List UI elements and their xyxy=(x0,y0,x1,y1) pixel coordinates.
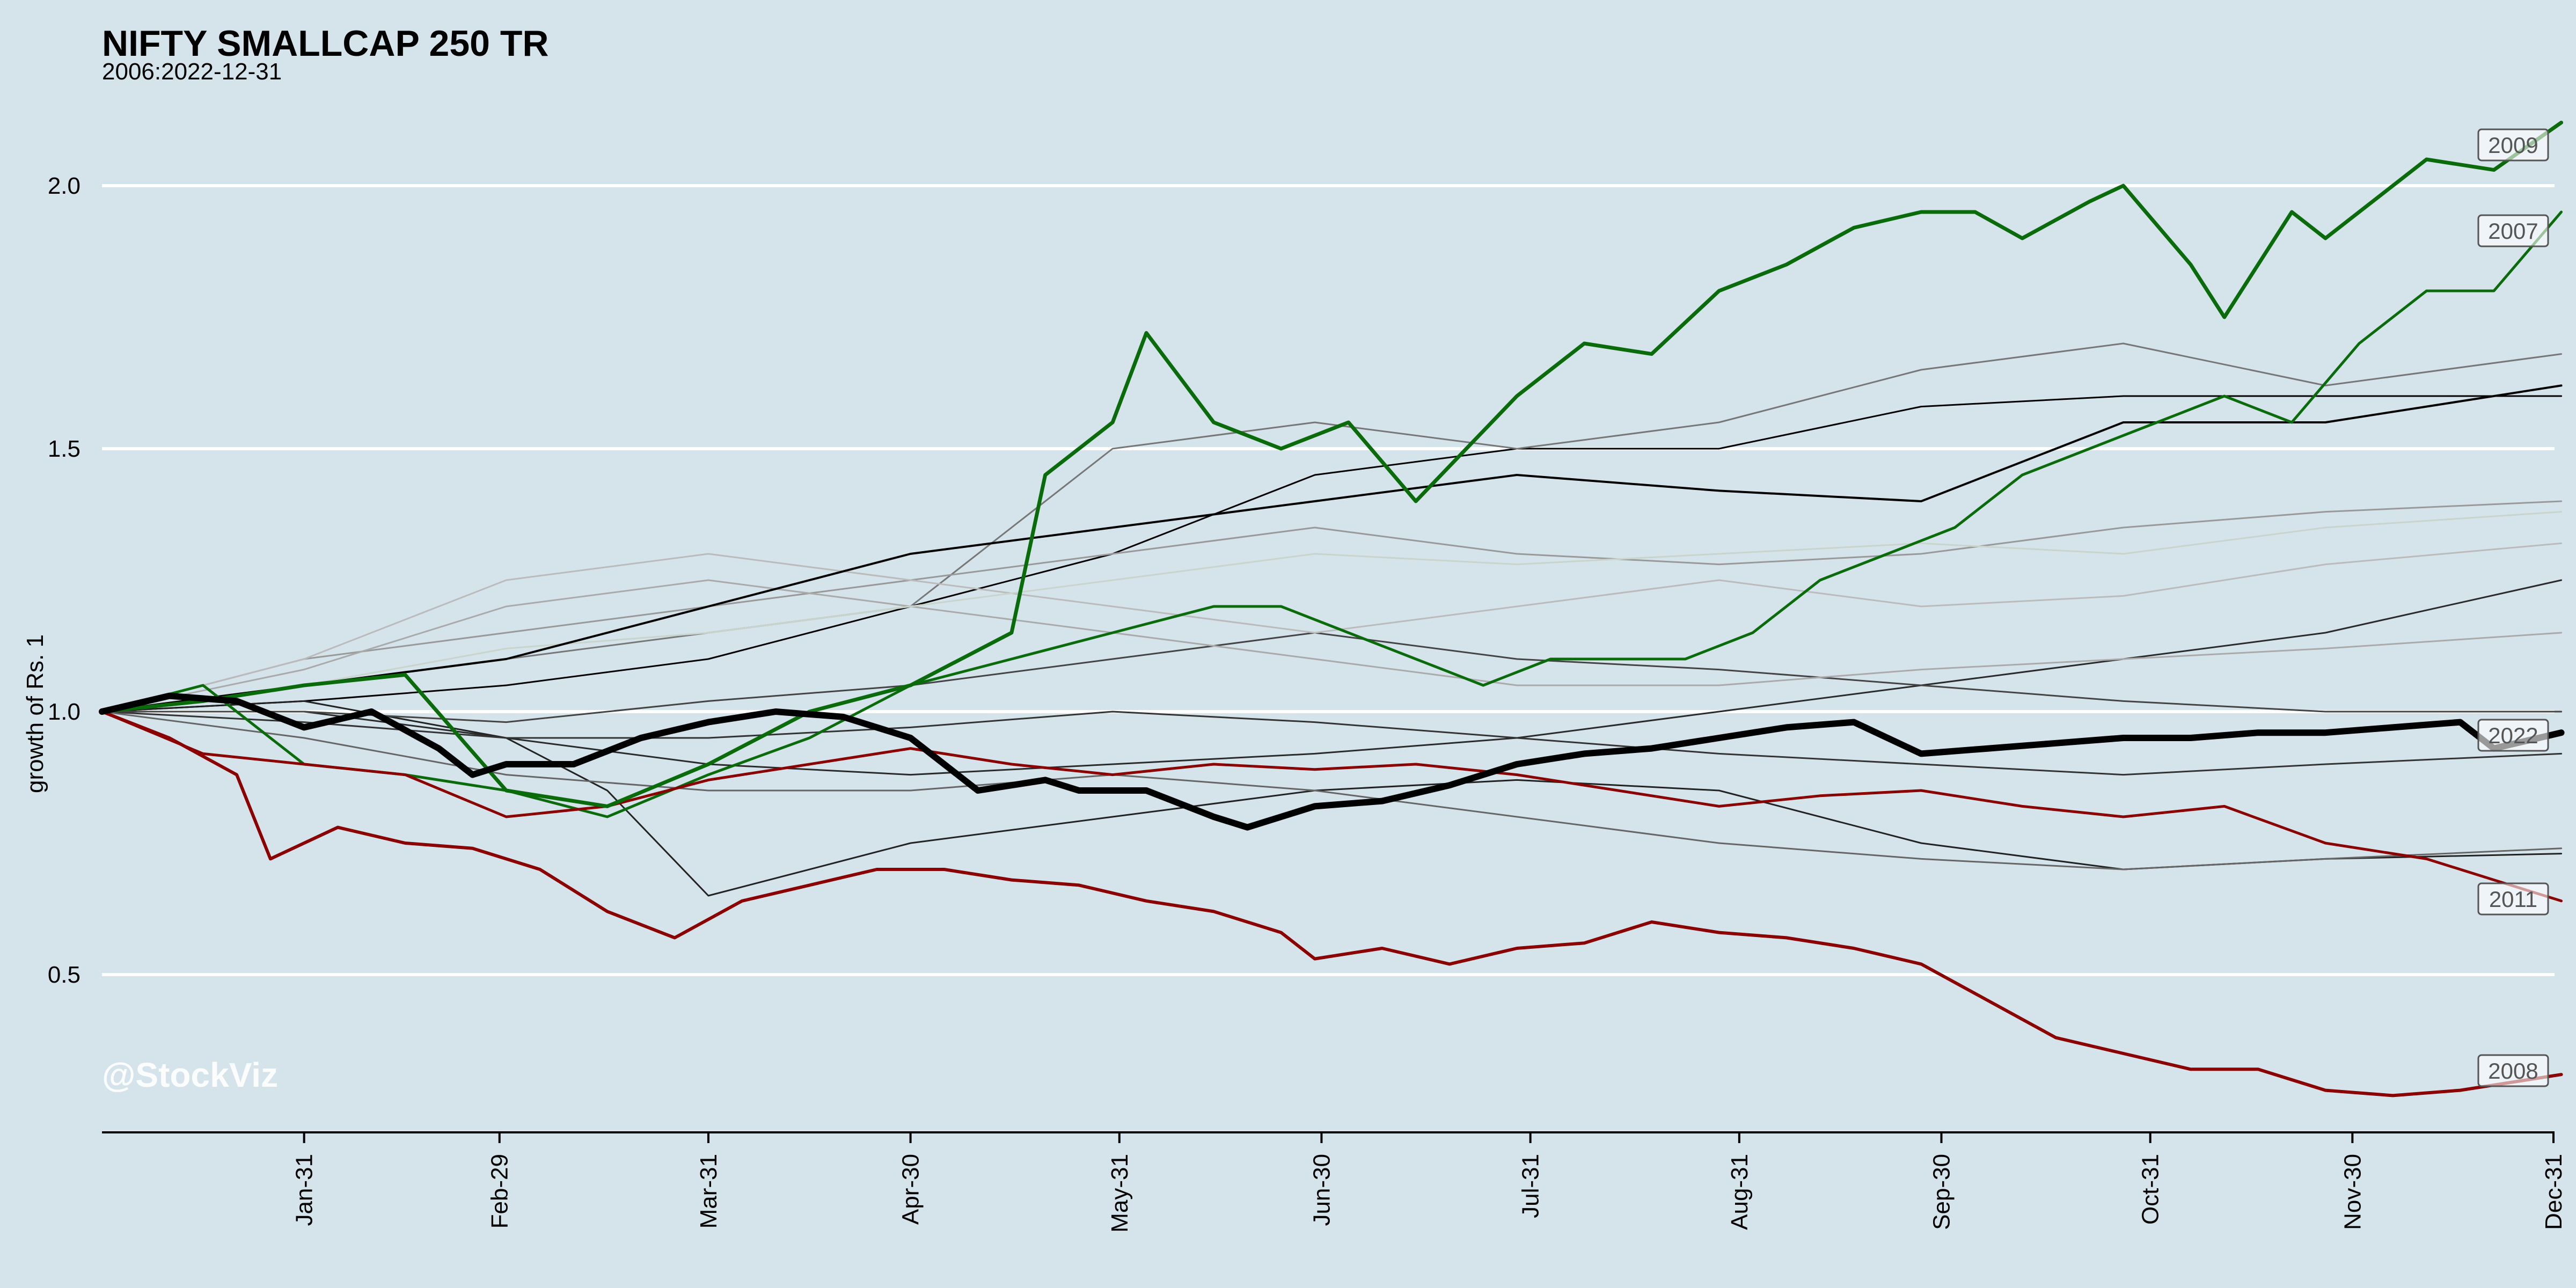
end-label-2022: 2022 xyxy=(2488,723,2538,748)
x-tick-label-6: Jul-31 xyxy=(1518,1154,1544,1218)
watermark: @StockViz xyxy=(102,1056,278,1094)
end-label-box-2007 xyxy=(2477,214,2549,247)
x-tick-label-5: Jun-30 xyxy=(1308,1154,1335,1226)
end-label-box-2022 xyxy=(2477,719,2549,752)
series-line-6 xyxy=(101,395,2563,713)
end-label-2008: 2008 xyxy=(2488,1058,2538,1084)
x-tick-label-4: May-31 xyxy=(1107,1154,1133,1233)
x-axis-ticks: Jan-31 Feb-29 Mar-31 Apr-30 May-31 Jun-30 Jul-… xyxy=(291,1132,2567,1233)
x-tick-label-1: Feb-29 xyxy=(487,1154,513,1228)
series-line-14 xyxy=(101,579,2563,713)
x-tick-label-8: Sep-30 xyxy=(1929,1154,1955,1230)
y-tick-label-3: 2.0 xyxy=(48,173,80,199)
end-label-box-2008 xyxy=(2477,1054,2549,1087)
series-line-13 xyxy=(101,500,2563,713)
gridlines xyxy=(102,184,2555,976)
chart-title: NIFTY SMALLCAP 250 TR xyxy=(102,23,549,64)
y-tick-label-0: 0.5 xyxy=(48,962,80,988)
end-label-box-2011 xyxy=(2477,882,2549,916)
series-line-2009 xyxy=(100,120,2564,808)
series-line-2008 xyxy=(100,710,2563,1097)
x-tick-label-3: Apr-30 xyxy=(898,1154,924,1225)
series-line-2007 xyxy=(100,210,2563,818)
end-label-2011: 2011 xyxy=(2489,887,2537,912)
x-tick-label-2: Mar-31 xyxy=(696,1154,722,1228)
series-line-2011 xyxy=(100,710,2563,903)
series-line-5 xyxy=(101,384,2563,713)
y-tick-label-2: 1.5 xyxy=(48,436,80,462)
chart-subtitle: 2006:2022-12-31 xyxy=(102,58,282,85)
end-label-2009: 2009 xyxy=(2488,133,2538,158)
y-tick-label-1: 1.0 xyxy=(48,699,80,725)
end-label-2007: 2007 xyxy=(2488,218,2538,244)
y-axis-ticks: 0.5 1.0 1.5 2.0 xyxy=(48,173,80,988)
x-tick-label-9: Oct-31 xyxy=(2138,1154,2164,1225)
series-line-7 xyxy=(101,700,2563,897)
x-tick-label-10: Nov-30 xyxy=(2339,1154,2366,1230)
y-axis-label: growth of Rs. 1 xyxy=(22,634,48,793)
x-tick-label-7: Aug-31 xyxy=(1726,1154,1753,1230)
x-tick-label-0: Jan-31 xyxy=(291,1154,318,1226)
series-lines xyxy=(99,120,2565,1097)
series-line-9 xyxy=(101,711,2563,776)
series-line-15 xyxy=(101,542,2563,713)
series-end-labels: 2009 2007 2008 2011 2022 xyxy=(2477,128,2549,1087)
end-label-box-2009 xyxy=(2477,128,2549,162)
series-line-2022 xyxy=(99,692,2565,831)
series-line-16 xyxy=(101,511,2563,713)
x-tick-label-11: Dec-31 xyxy=(2541,1154,2567,1230)
series-line-11 xyxy=(101,711,2563,870)
